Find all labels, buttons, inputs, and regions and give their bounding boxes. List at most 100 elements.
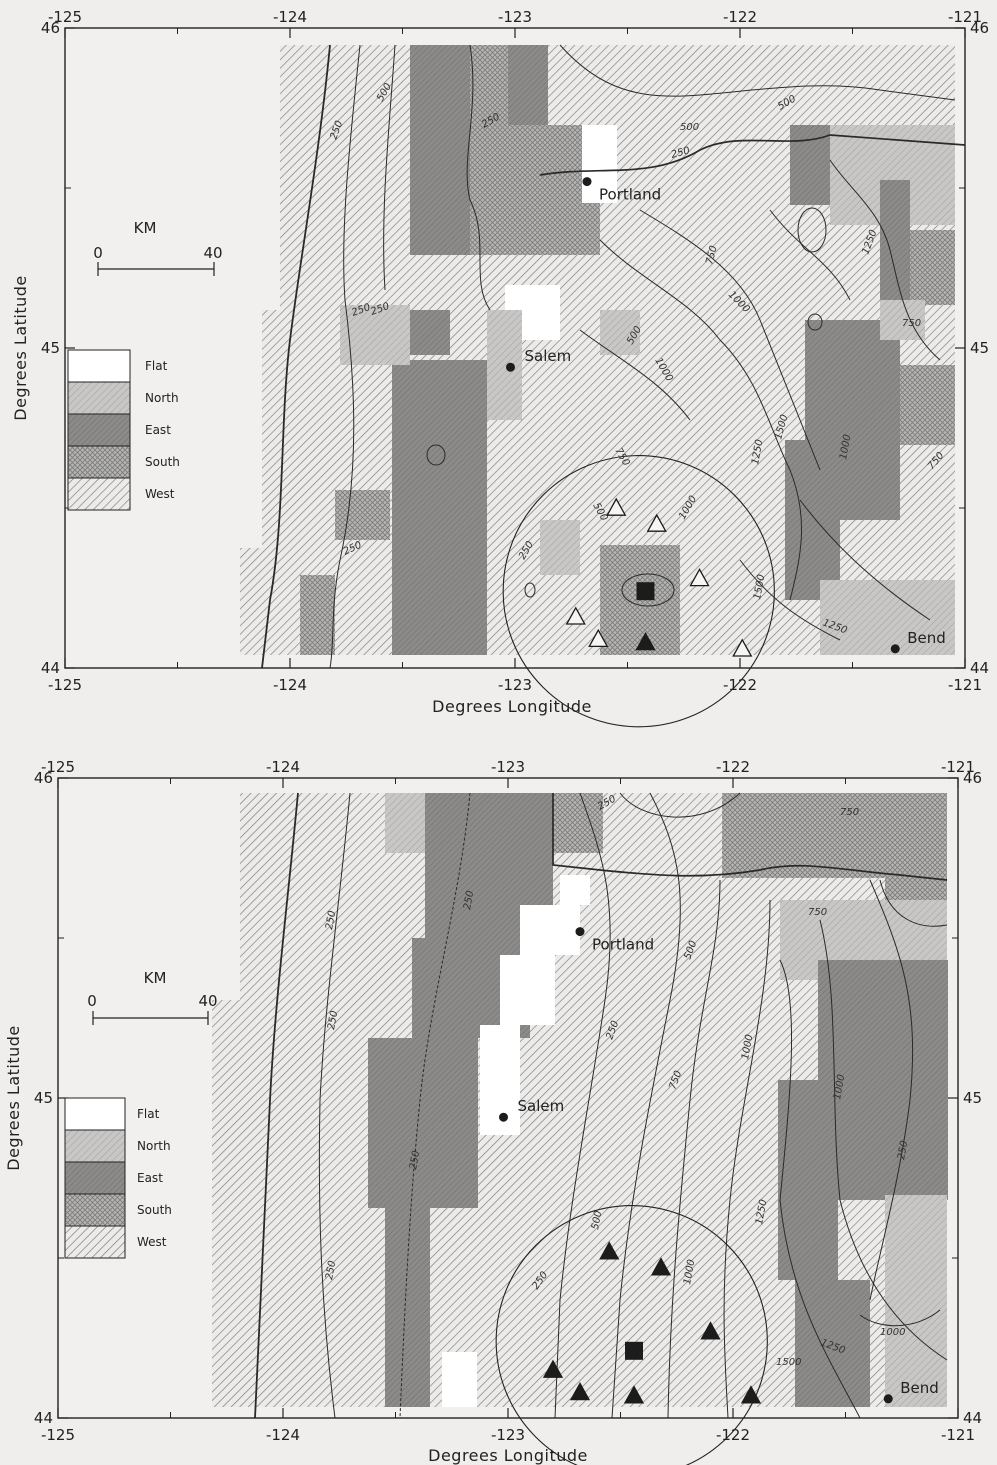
legend-swatch-north bbox=[64, 1129, 126, 1163]
legend-swatch-north bbox=[67, 381, 131, 415]
scale-bar-line bbox=[92, 1011, 209, 1025]
contour-label: 1000 bbox=[880, 1327, 905, 1338]
x-tick-label: -124 bbox=[273, 676, 307, 694]
station-filled-icon bbox=[599, 1241, 620, 1260]
x-tick-label: -125 bbox=[48, 8, 82, 26]
contour-label: 500 bbox=[590, 1210, 604, 1231]
legend-label: North bbox=[137, 1139, 171, 1153]
contours-top bbox=[261, 44, 966, 669]
legend-label: East bbox=[145, 423, 171, 437]
contour-label: 750 bbox=[902, 318, 921, 329]
flat-region bbox=[442, 1352, 477, 1407]
y-tick-label: 45 bbox=[963, 1089, 982, 1107]
city-dot bbox=[575, 927, 585, 937]
contour-line bbox=[807, 313, 823, 331]
legend-label: Flat bbox=[145, 359, 168, 373]
x-tick-label: -124 bbox=[266, 1426, 300, 1444]
contours-bottom bbox=[254, 792, 948, 1419]
radius-circle bbox=[495, 1205, 768, 1465]
x-tick-label: -122 bbox=[723, 8, 757, 26]
city-label: Portland bbox=[599, 186, 661, 204]
east-region bbox=[385, 1208, 430, 1407]
contour-line bbox=[524, 582, 536, 598]
contour-label: 250 bbox=[324, 1260, 338, 1281]
contour-line bbox=[797, 207, 827, 253]
contour-label: 750 bbox=[808, 907, 827, 918]
contour-line bbox=[723, 899, 771, 1419]
contour-label: 750 bbox=[840, 807, 859, 818]
legend-top: Flat North East South West bbox=[67, 349, 180, 511]
contour-line bbox=[599, 239, 803, 601]
contour-label: 750 bbox=[704, 244, 720, 265]
station-open-icon bbox=[646, 513, 667, 532]
scale-bar-start: 0 bbox=[93, 244, 103, 262]
site-square-icon bbox=[636, 582, 655, 601]
x-tick-label: -121 bbox=[941, 1426, 975, 1444]
east-region bbox=[818, 960, 948, 1200]
river-columbia bbox=[539, 134, 966, 176]
west-region bbox=[212, 1000, 272, 1407]
contour-line bbox=[426, 444, 446, 466]
east-region bbox=[778, 1080, 838, 1280]
contour-line bbox=[799, 499, 931, 621]
y-tick-label: 45 bbox=[34, 1089, 53, 1107]
contour-line bbox=[466, 44, 491, 311]
legend-swatch-east bbox=[67, 413, 131, 447]
south-region bbox=[910, 230, 955, 305]
y-tick-label: 45 bbox=[970, 339, 989, 357]
legend-label: North bbox=[145, 391, 179, 405]
x-tick-label: -122 bbox=[716, 1426, 750, 1444]
south-region bbox=[300, 575, 335, 655]
y-tick-label: 46 bbox=[963, 769, 982, 787]
y-tick-label: 45 bbox=[41, 339, 60, 357]
x-tick-label: -123 bbox=[491, 758, 525, 776]
legend-swatch-west bbox=[67, 477, 131, 511]
station-radius-circle bbox=[495, 1205, 768, 1465]
y-tick-label: 44 bbox=[970, 659, 989, 677]
city-label: Salem bbox=[518, 1097, 565, 1115]
y-axis-label: Degrees Latitude bbox=[4, 1025, 23, 1171]
coastline bbox=[254, 792, 299, 1419]
contour-line bbox=[318, 792, 351, 1419]
aspect-regions-bottom bbox=[212, 793, 948, 1407]
contour-label: 1000 bbox=[838, 434, 853, 461]
south-region bbox=[335, 490, 390, 540]
station-filled-icon bbox=[635, 632, 656, 651]
scale-bar-top: KM 0 40 bbox=[93, 219, 223, 276]
contour-label: 250 bbox=[326, 1010, 340, 1031]
east-region bbox=[790, 125, 830, 205]
contour-label: 250 bbox=[896, 1140, 910, 1161]
legend-label: Flat bbox=[137, 1107, 160, 1121]
contour-label: 500 bbox=[680, 122, 699, 133]
east-region bbox=[508, 45, 548, 125]
x-axis-label: Degrees Longitude bbox=[432, 697, 592, 716]
station-filled-icon bbox=[542, 1359, 564, 1378]
stations-top bbox=[565, 497, 753, 657]
legend-swatch-east bbox=[64, 1161, 126, 1195]
contour-line bbox=[329, 44, 361, 669]
scale-bar-line bbox=[97, 262, 215, 276]
contour-line bbox=[639, 209, 821, 471]
legend-swatch-west bbox=[64, 1225, 126, 1259]
x-tick-label: -125 bbox=[41, 1426, 75, 1444]
east-region bbox=[795, 1280, 870, 1407]
contour-label: 1500 bbox=[752, 574, 767, 601]
station-filled-icon bbox=[700, 1321, 721, 1340]
contour-line bbox=[611, 792, 681, 1419]
flat-region bbox=[582, 125, 617, 203]
contour-line bbox=[383, 44, 396, 291]
contour-line bbox=[859, 1309, 941, 1327]
scale-bar-bottom: KM 0 40 bbox=[87, 969, 218, 1025]
x-tick-label: -123 bbox=[498, 676, 532, 694]
north-region bbox=[487, 310, 522, 420]
contour-line bbox=[619, 792, 741, 818]
legend-label: East bbox=[137, 1171, 163, 1185]
south-region bbox=[900, 365, 955, 445]
flat-region bbox=[500, 955, 555, 1025]
flat-region bbox=[560, 875, 590, 905]
y-tick-label: 44 bbox=[34, 1409, 53, 1427]
x-tick-label: -124 bbox=[266, 758, 300, 776]
contour-line bbox=[621, 573, 675, 607]
south-region bbox=[470, 125, 600, 255]
station-open-icon bbox=[588, 628, 609, 648]
